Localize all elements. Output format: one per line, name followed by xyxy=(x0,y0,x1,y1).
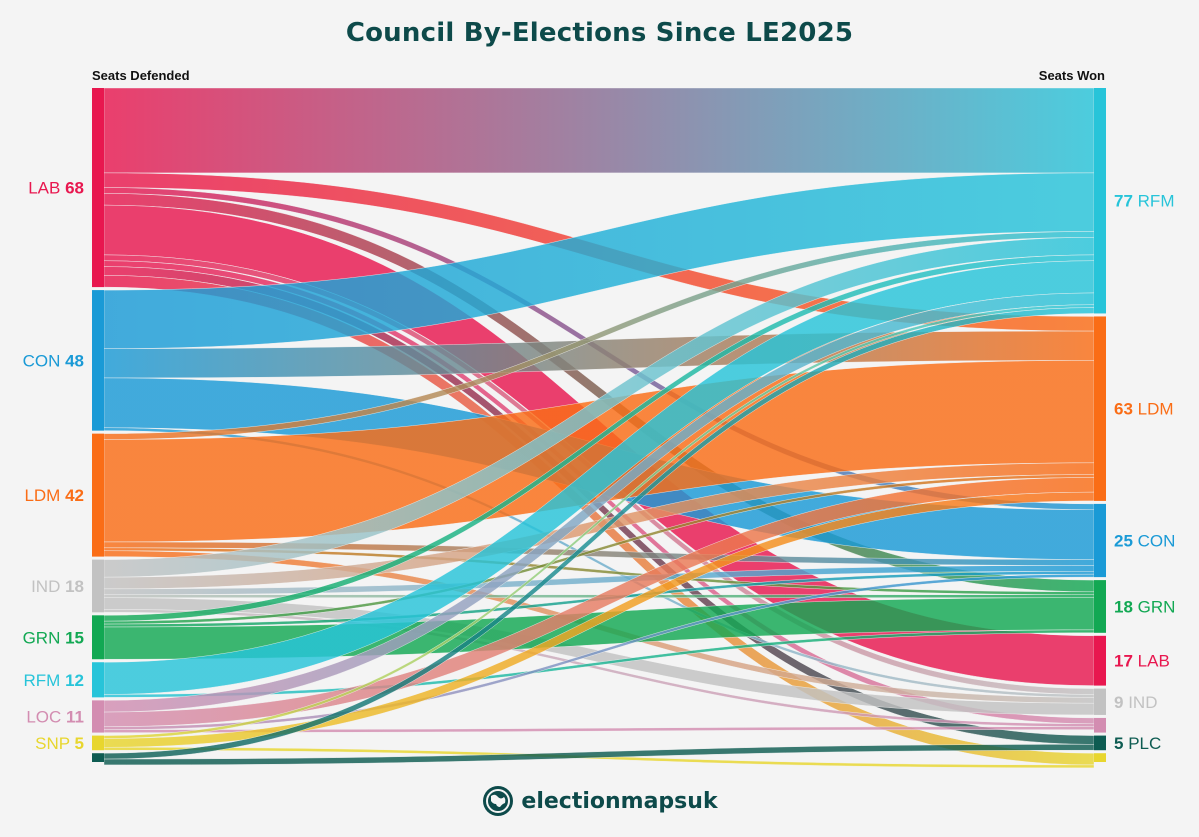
globe-icon xyxy=(483,786,514,816)
right-label-lab: 17 LAB xyxy=(1114,652,1170,671)
right-node-ldm xyxy=(1094,316,1106,501)
left-node-plc xyxy=(92,753,104,762)
left-label-snp: SNP 5 xyxy=(35,734,84,753)
left-node-con xyxy=(92,290,104,431)
left-node-loc xyxy=(92,700,104,733)
left-node-snp xyxy=(92,735,104,751)
right-label-rfm: 77 RFM xyxy=(1114,192,1174,211)
right-node-loc xyxy=(1094,717,1106,733)
right-node-plc xyxy=(1094,735,1106,751)
left-label-loc: LOC 11 xyxy=(26,707,84,726)
left-node-ldm xyxy=(92,433,104,557)
right-node-grn xyxy=(1094,580,1106,633)
sankey-nodes xyxy=(92,88,1106,762)
brand-logo: electionmapsuk xyxy=(0,784,1199,818)
left-node-lab xyxy=(92,88,104,288)
flow-snp-to-ldm xyxy=(103,491,1095,748)
right-label-grn: 18 GRN xyxy=(1114,597,1175,616)
left-node-ind xyxy=(92,559,104,613)
seats-defended-header: Seats Defended xyxy=(92,68,190,83)
right-label-plc: 5 PLC xyxy=(1114,734,1161,753)
right-node-lab xyxy=(1094,635,1106,686)
right-label-ldm: 63 LDM xyxy=(1114,400,1174,419)
right-label-ind: 9 IND xyxy=(1114,693,1157,712)
right-node-rfm xyxy=(1094,88,1106,314)
right-label-con: 25 CON xyxy=(1114,532,1175,551)
left-label-lab: LAB 68 xyxy=(28,179,84,198)
brand-name: electionmapsuk xyxy=(521,788,718,814)
sankey-labels: LAB 68 CON 48 LDM 42 IND 18 GRN 15 RFM 12 LOC … xyxy=(23,179,1176,753)
left-node-rfm xyxy=(92,662,104,698)
seats-won-header: Seats Won xyxy=(1038,68,1105,83)
right-node-ind xyxy=(1094,688,1106,715)
flow-plc-to-plc xyxy=(103,744,1095,766)
right-node-snp xyxy=(1094,753,1106,762)
left-label-ldm: LDM 42 xyxy=(24,486,84,505)
left-label-con: CON 48 xyxy=(23,351,84,370)
left-label-ind: IND 18 xyxy=(31,577,84,596)
chart-title: Council By-Elections Since LE2025 xyxy=(345,18,854,48)
left-label-grn: GRN 15 xyxy=(23,628,84,647)
left-node-grn xyxy=(92,615,104,660)
flow-lab-to-rfm xyxy=(103,87,1095,174)
right-node-con xyxy=(1094,503,1106,578)
left-label-rfm: RFM 12 xyxy=(24,671,84,690)
sankey-links xyxy=(103,87,1095,769)
